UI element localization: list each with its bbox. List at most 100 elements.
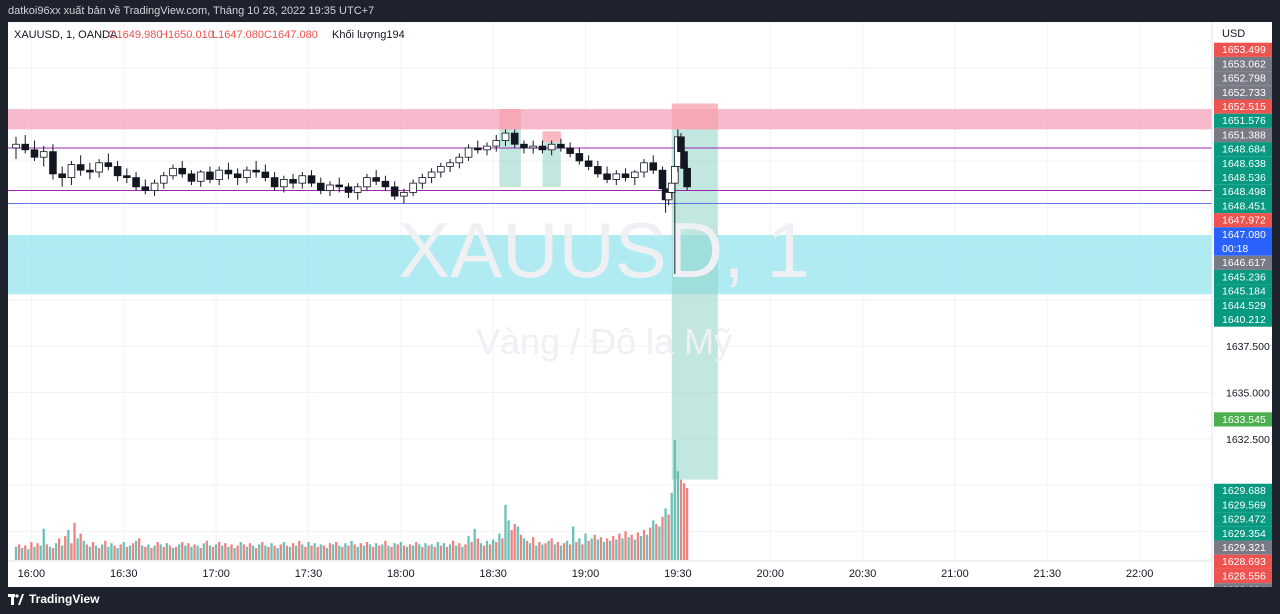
legend-symbol: XAUUSD, 1, OANDA bbox=[14, 29, 118, 41]
candle bbox=[640, 159, 648, 178]
volume-bar bbox=[122, 542, 125, 560]
volume-bar bbox=[387, 545, 390, 560]
volume-bar bbox=[612, 536, 615, 560]
volume-bar bbox=[581, 544, 584, 560]
candle bbox=[178, 160, 187, 178]
legend-low: L1647.080 bbox=[212, 29, 264, 41]
volume-bar bbox=[624, 531, 627, 560]
volume-bar bbox=[33, 546, 36, 560]
time-tick-label: 20:30 bbox=[849, 568, 877, 580]
price-label-bg bbox=[1214, 42, 1272, 57]
position-stop-area bbox=[671, 103, 718, 130]
volume-bar bbox=[21, 548, 24, 560]
legend-volume: Khối lượng194 bbox=[332, 29, 405, 41]
volume-bar bbox=[362, 545, 366, 560]
volume-bar bbox=[405, 546, 409, 560]
volume-bar bbox=[575, 542, 578, 560]
volume-bar bbox=[621, 538, 624, 560]
candle bbox=[224, 162, 233, 180]
volume-bar bbox=[399, 542, 402, 560]
volume-bar bbox=[424, 543, 427, 560]
volume-bar bbox=[230, 544, 233, 560]
candle-body bbox=[483, 145, 491, 151]
price-label-bg bbox=[1214, 412, 1272, 427]
candle bbox=[630, 170, 639, 185]
candle bbox=[409, 179, 417, 197]
position-tools[interactable] bbox=[499, 103, 718, 480]
currency-label: USD bbox=[1222, 28, 1245, 40]
candle-body bbox=[510, 132, 519, 145]
volume-bar bbox=[307, 542, 310, 560]
candle bbox=[159, 172, 168, 189]
publisher-header: datkoi96xx xuất bản về TradingView.com, … bbox=[0, 0, 1280, 22]
volume-bar bbox=[525, 540, 529, 560]
volume-bar bbox=[119, 544, 122, 560]
price-axis[interactable]: USD 1637.500 1635.000 1632.500 1653.499 1653… bbox=[1211, 22, 1272, 598]
volume-bar bbox=[396, 544, 399, 560]
candle bbox=[141, 179, 150, 195]
candle-body bbox=[169, 167, 177, 177]
volume-bar bbox=[125, 546, 128, 560]
candle-body bbox=[206, 171, 214, 180]
candle-body bbox=[671, 166, 679, 184]
volume-bar bbox=[528, 543, 532, 560]
volume-bar bbox=[171, 548, 175, 560]
volume-bar bbox=[587, 540, 590, 560]
volume-bar bbox=[661, 516, 664, 560]
price-label-bg bbox=[1214, 497, 1272, 513]
volume-bar bbox=[562, 543, 566, 560]
time-axis[interactable]: 16:00 16:30 17:00 17:30 18:00 18:30 19:00 19:30… bbox=[8, 560, 1212, 580]
volume-bar bbox=[615, 539, 618, 560]
candle-body bbox=[520, 143, 528, 149]
volume-bar bbox=[64, 536, 67, 560]
candle-body bbox=[557, 143, 565, 149]
price-label: 1629.472 bbox=[1214, 512, 1272, 527]
candle bbox=[280, 175, 288, 193]
candle-body bbox=[584, 160, 593, 167]
volume-bar bbox=[245, 546, 249, 560]
price-label: 1629.321 bbox=[1214, 540, 1272, 555]
volume-bar bbox=[338, 545, 341, 560]
time-tick-label: 17:30 bbox=[295, 568, 323, 580]
candle bbox=[76, 155, 85, 176]
candle-body bbox=[612, 173, 621, 180]
volume-bar bbox=[464, 544, 467, 560]
volume-bar bbox=[85, 544, 88, 560]
candle bbox=[12, 136, 20, 160]
candle-body bbox=[409, 182, 417, 193]
tradingview-logo[interactable]: TradingView bbox=[8, 592, 99, 606]
price-label-text: 1652.515 bbox=[1222, 101, 1266, 113]
volume-bar bbox=[559, 545, 563, 560]
volume-bar bbox=[288, 546, 292, 560]
volume-bar bbox=[495, 542, 498, 560]
price-tick-label: 1637.500 bbox=[1226, 341, 1270, 353]
price-label-text: 1646.617 bbox=[1222, 257, 1266, 269]
volume-bar bbox=[107, 546, 110, 560]
price-label-text: 1629.569 bbox=[1222, 499, 1266, 511]
footer: TradingView bbox=[0, 588, 1280, 614]
volume-bar bbox=[310, 545, 313, 560]
volume-bar bbox=[36, 543, 39, 560]
volume-bar bbox=[479, 543, 483, 560]
candle-body bbox=[437, 166, 445, 173]
candle bbox=[363, 173, 371, 191]
volume-bar bbox=[439, 545, 442, 560]
candle-body bbox=[104, 162, 113, 167]
candle-body bbox=[280, 179, 288, 188]
volume-bar bbox=[418, 544, 421, 560]
volume-bar bbox=[627, 537, 630, 560]
candle-body bbox=[224, 169, 233, 175]
candle bbox=[150, 179, 159, 197]
candle bbox=[39, 146, 48, 167]
volume-bar bbox=[633, 539, 636, 560]
volume-bar bbox=[568, 544, 572, 560]
volume-bar bbox=[202, 543, 205, 560]
volume-bar bbox=[442, 543, 446, 560]
candle bbox=[169, 164, 177, 180]
price-label-text: 1628.693 bbox=[1222, 556, 1266, 568]
candle-body bbox=[418, 177, 427, 184]
volume-bar bbox=[294, 545, 298, 560]
horizontal-lines[interactable] bbox=[8, 147, 1212, 205]
chart-frame: XAUUSD, 1 Vàng / Đô la Mỹ XAUUSD, 1, OAN… bbox=[8, 21, 1272, 598]
chart-canvas[interactable]: XAUUSD, 1 Vàng / Đô la Mỹ XAUUSD, 1, OAN… bbox=[8, 21, 1272, 598]
